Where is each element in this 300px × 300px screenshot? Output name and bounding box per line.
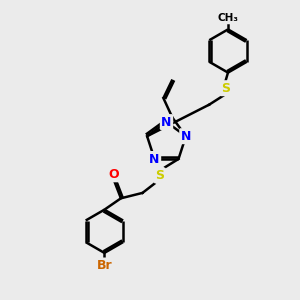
Text: N: N: [181, 130, 191, 143]
Text: O: O: [108, 168, 119, 181]
Text: S: S: [155, 169, 164, 182]
Text: CH₃: CH₃: [218, 13, 239, 23]
Text: N: N: [149, 152, 160, 166]
Text: Br: Br: [97, 259, 112, 272]
Text: S: S: [221, 82, 230, 95]
Text: N: N: [161, 116, 172, 129]
